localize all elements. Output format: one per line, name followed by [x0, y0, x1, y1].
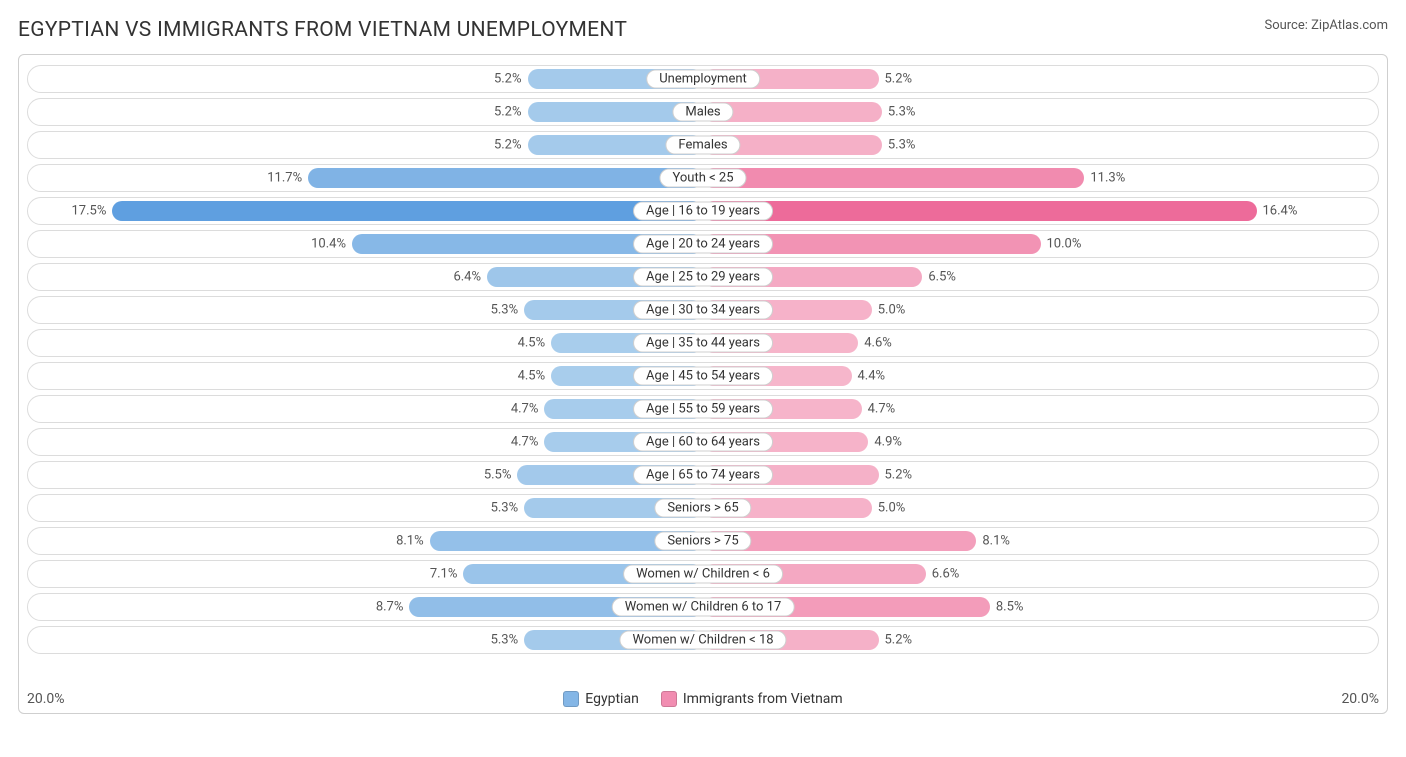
value-right: 5.2% [885, 633, 913, 648]
chart-rows: 5.2%5.2%Unemployment5.2%5.3%Males5.2%5.3… [27, 65, 1379, 654]
category-label: Age | 30 to 34 years [633, 301, 773, 320]
axis-max-right: 20.0% [1299, 691, 1379, 707]
category-label: Seniors > 75 [654, 532, 751, 551]
value-left: 6.4% [453, 270, 481, 285]
value-left: 5.2% [494, 138, 522, 153]
category-label: Women w/ Children < 6 [623, 565, 783, 584]
value-right: 8.1% [982, 534, 1010, 549]
bar-left [308, 168, 703, 188]
legend-item-left: Egyptian [563, 691, 639, 707]
value-left: 10.4% [311, 237, 346, 252]
value-left: 4.7% [511, 402, 539, 417]
chart-row: 4.7% 4.9% Age | 60 to 64 years [27, 428, 1379, 456]
value-left: 5.5% [484, 468, 512, 483]
category-label: Unemployment [646, 70, 760, 89]
legend: Egyptian Immigrants from Vietnam [107, 691, 1299, 707]
value-left: 4.5% [518, 369, 546, 384]
chart-row: 5.5% 5.2% Age | 65 to 74 years [27, 461, 1379, 489]
category-label: Age | 16 to 19 years [633, 202, 773, 221]
chart-row: 4.5% 4.4% Age | 45 to 54 years [27, 362, 1379, 390]
value-left: 11.7% [267, 171, 302, 186]
bar-right [703, 168, 1084, 188]
chart-row: 5.2% 5.2% Unemployment [27, 65, 1379, 93]
value-left: 8.1% [396, 534, 424, 549]
value-right: 5.0% [878, 501, 906, 516]
chart-frame: 5.2%5.2%Unemployment5.2%5.3%Males5.2%5.3… [18, 54, 1388, 714]
value-right: 5.2% [885, 468, 913, 483]
value-right: 4.7% [868, 402, 896, 417]
category-label: Age | 25 to 29 years [633, 268, 773, 287]
category-label: Age | 35 to 44 years [633, 334, 773, 353]
value-left: 5.3% [491, 501, 519, 516]
category-label: Age | 45 to 54 years [633, 367, 773, 386]
value-right: 5.3% [888, 138, 916, 153]
chart-row: 10.4% 10.0% Age | 20 to 24 years [27, 230, 1379, 258]
value-left: 4.5% [518, 336, 546, 351]
value-left: 17.5% [72, 204, 107, 219]
chart-row: 5.2% 5.3% Males [27, 98, 1379, 126]
value-right: 4.9% [874, 435, 902, 450]
category-label: Age | 60 to 64 years [633, 433, 773, 452]
category-label: Age | 65 to 74 years [633, 466, 773, 485]
category-label: Women w/ Children < 18 [619, 631, 786, 650]
value-right: 5.0% [878, 303, 906, 318]
value-right: 5.2% [885, 72, 913, 87]
chart-row: 8.1% 8.1% Seniors > 75 [27, 527, 1379, 555]
legend-label-left: Egyptian [585, 691, 639, 707]
value-right: 6.5% [928, 270, 956, 285]
value-right: 11.3% [1090, 171, 1125, 186]
chart-header: EGYPTIAN VS IMMIGRANTS FROM VIETNAM UNEM… [18, 18, 1388, 42]
chart-row: 5.3% 5.2% Women w/ Children < 18 [27, 626, 1379, 654]
value-left: 5.2% [494, 105, 522, 120]
chart-row: 5.3% 5.0% Seniors > 65 [27, 494, 1379, 522]
legend-swatch-left [563, 691, 579, 707]
bar-right [703, 201, 1257, 221]
chart-title: EGYPTIAN VS IMMIGRANTS FROM VIETNAM UNEM… [18, 18, 627, 42]
category-label: Males [672, 103, 733, 122]
value-left: 8.7% [376, 600, 404, 615]
value-left: 5.2% [494, 72, 522, 87]
legend-item-right: Immigrants from Vietnam [661, 691, 843, 707]
value-right: 4.4% [858, 369, 886, 384]
value-right: 5.3% [888, 105, 916, 120]
category-label: Women w/ Children 6 to 17 [612, 598, 795, 617]
category-label: Age | 55 to 59 years [633, 400, 773, 419]
value-right: 8.5% [996, 600, 1024, 615]
value-right: 10.0% [1047, 237, 1082, 252]
chart-row: 6.4% 6.5% Age | 25 to 29 years [27, 263, 1379, 291]
chart-row: 7.1% 6.6% Women w/ Children < 6 [27, 560, 1379, 588]
category-label: Youth < 25 [659, 169, 746, 188]
chart-row: 5.2% 5.3% Females [27, 131, 1379, 159]
category-label: Age | 20 to 24 years [633, 235, 773, 254]
chart-row: 4.5% 4.6% Age | 35 to 44 years [27, 329, 1379, 357]
value-right: 16.4% [1263, 204, 1298, 219]
value-right: 6.6% [932, 567, 960, 582]
value-right: 4.6% [864, 336, 892, 351]
value-left: 7.1% [430, 567, 458, 582]
chart-row: 11.7% 11.3% Youth < 25 [27, 164, 1379, 192]
chart-row: 4.7% 4.7% Age | 55 to 59 years [27, 395, 1379, 423]
bar-left [112, 201, 703, 221]
chart-footer: 20.0% Egyptian Immigrants from Vietnam 2… [27, 691, 1379, 707]
value-left: 5.3% [491, 303, 519, 318]
legend-label-right: Immigrants from Vietnam [683, 691, 843, 707]
chart-source: Source: ZipAtlas.com [1264, 18, 1388, 33]
chart-row: 17.5% 16.4% Age | 16 to 19 years [27, 197, 1379, 225]
value-left: 5.3% [491, 633, 519, 648]
category-label: Seniors > 65 [654, 499, 751, 518]
value-left: 4.7% [511, 435, 539, 450]
legend-swatch-right [661, 691, 677, 707]
axis-max-left: 20.0% [27, 691, 107, 707]
chart-row: 5.3% 5.0% Age | 30 to 34 years [27, 296, 1379, 324]
category-label: Females [665, 136, 740, 155]
chart-row: 8.7% 8.5% Women w/ Children 6 to 17 [27, 593, 1379, 621]
